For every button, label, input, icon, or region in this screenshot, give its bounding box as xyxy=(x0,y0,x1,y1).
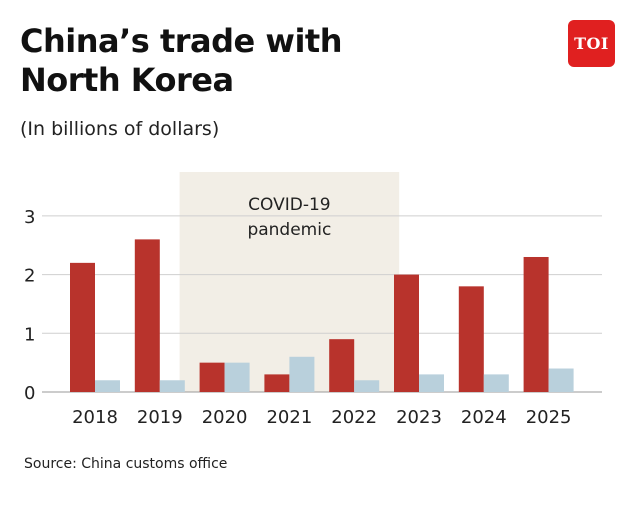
y-tick-label: 0 xyxy=(24,383,35,404)
bar-chart: COVID-19 pandemic 0 1 2 3 2018 2019 2020 2021 2022… xyxy=(24,172,602,428)
bar-2024-series-2 xyxy=(483,374,509,392)
bar-2021-series-2 xyxy=(289,356,315,392)
y-tick-label: 3 xyxy=(24,207,35,228)
bar-layer xyxy=(70,239,574,392)
bar-2024-series-1 xyxy=(458,286,484,392)
covid-band xyxy=(179,172,400,392)
bar-2022-series-2 xyxy=(354,380,380,392)
bar-2025-series-1 xyxy=(523,256,549,392)
bar-2019-series-1 xyxy=(134,239,160,392)
x-tick-label: 2018 xyxy=(72,407,118,428)
bar-2022-series-1 xyxy=(329,339,355,392)
x-tick-label: 2022 xyxy=(331,407,377,428)
y-tick-label: 1 xyxy=(24,324,35,345)
title-line-2: North Korea xyxy=(20,61,234,99)
bar-2025-series-2 xyxy=(548,368,574,392)
bar-2018-series-1 xyxy=(70,262,95,392)
x-tick-label: 2024 xyxy=(461,407,507,428)
bar-2023-series-2 xyxy=(419,374,444,392)
bar-2019-series-2 xyxy=(159,380,185,392)
chart-title: China’s trade with North Korea xyxy=(20,22,440,100)
title-line-1: China’s trade with xyxy=(20,22,342,60)
chart-subtitle: (In billions of dollars) xyxy=(20,118,220,140)
source-note: Source: China customs office xyxy=(24,456,228,472)
x-tick-label: 2025 xyxy=(526,407,572,428)
x-tick-label: 2019 xyxy=(137,407,183,428)
covid-label-line-1: COVID-19 xyxy=(248,195,330,215)
y-tick-label: 2 xyxy=(24,266,35,287)
x-tick-label: 2020 xyxy=(202,407,248,428)
x-tick-label: 2023 xyxy=(396,407,442,428)
bar-2023-series-1 xyxy=(394,274,419,392)
label-layer: COVID-19 pandemic 0 1 2 3 2018 2019 2020 2021 2022… xyxy=(24,195,572,428)
covid-label-line-2: pandemic xyxy=(247,220,331,240)
toi-logo: TOI xyxy=(568,20,615,67)
bar-2018-series-2 xyxy=(95,380,120,392)
x-tick-label: 2021 xyxy=(266,407,312,428)
bar-2021-series-1 xyxy=(264,374,290,392)
bar-2020-series-2 xyxy=(224,362,250,392)
covid-band-layer xyxy=(179,172,400,392)
bar-2020-series-1 xyxy=(199,362,225,392)
